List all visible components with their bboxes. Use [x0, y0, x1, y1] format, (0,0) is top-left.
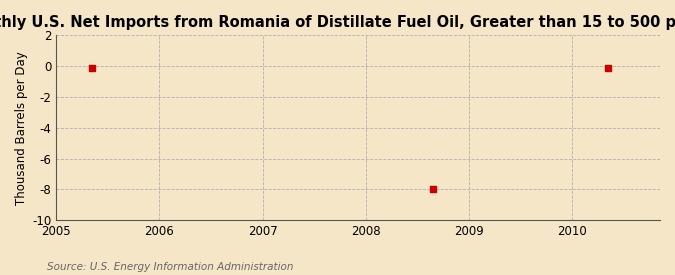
Title: Monthly U.S. Net Imports from Romania of Distillate Fuel Oil, Greater than 15 to: Monthly U.S. Net Imports from Romania of…	[0, 15, 675, 30]
Text: Source: U.S. Energy Information Administration: Source: U.S. Energy Information Administ…	[47, 262, 294, 272]
Point	[87, 65, 98, 70]
Point	[427, 187, 438, 192]
Y-axis label: Thousand Barrels per Day: Thousand Barrels per Day	[15, 51, 28, 205]
Point	[603, 65, 614, 70]
